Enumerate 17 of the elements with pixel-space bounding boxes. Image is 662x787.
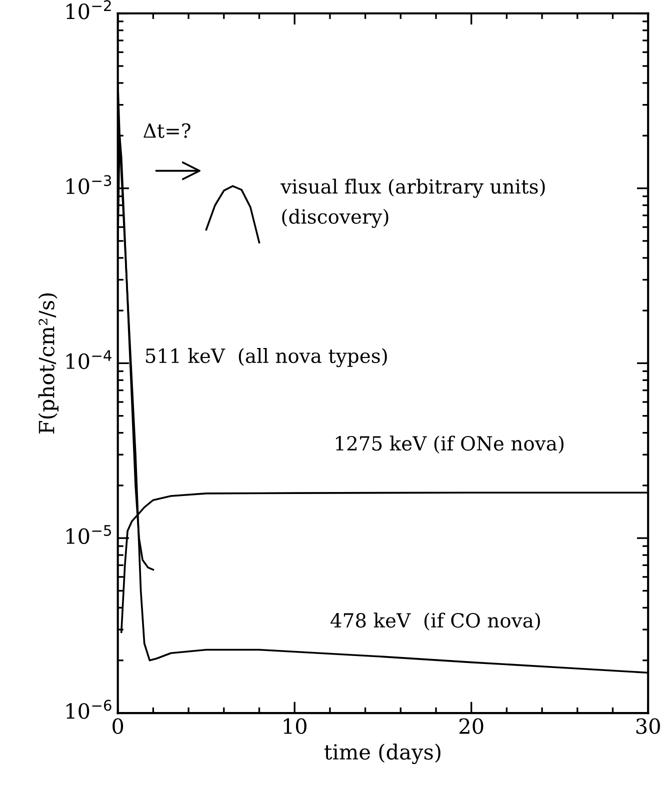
annotation: Δt=? bbox=[144, 123, 190, 138]
y-tick-label: 10$^{−3}$ bbox=[66, 175, 112, 194]
annotation: 1275 keV (if ONe nova) bbox=[336, 436, 564, 454]
x-tick-label: 0 bbox=[112, 718, 124, 734]
annotation: 511 keV (all nova types) bbox=[146, 348, 387, 368]
y-tick-label: 10$^{−4}$ bbox=[66, 350, 112, 370]
y-tick-label: 10$^{−6}$ bbox=[66, 700, 112, 719]
annotation: visual flux (arbitrary units) bbox=[280, 178, 545, 198]
y-tick-label: 10$^{−5}$ bbox=[66, 525, 111, 544]
x-tick-label: 20 bbox=[460, 718, 484, 734]
x-tick-label: 10 bbox=[284, 718, 306, 734]
annotation: 478 keV (if CO nova) bbox=[330, 612, 540, 630]
annotation: (discovery) bbox=[282, 208, 388, 228]
y-tick-label: 10$^{−2}$ bbox=[66, 0, 111, 20]
x-tick-label: 30 bbox=[636, 718, 660, 734]
y-axis-title: F(phot/cm²/s) bbox=[38, 293, 58, 434]
x-axis-title: time (days) bbox=[324, 744, 440, 764]
